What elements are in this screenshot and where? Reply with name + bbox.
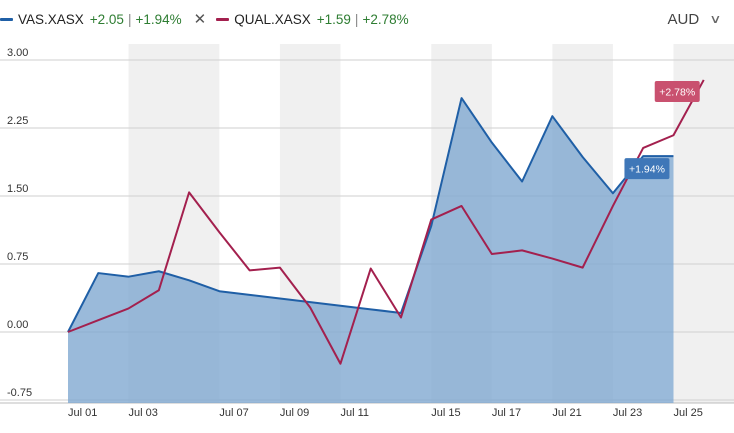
end-value-tag: +1.94% xyxy=(624,158,670,180)
legend-swatch-vas xyxy=(0,17,13,21)
y-tick-label: 0.75 xyxy=(7,251,28,263)
close-icon[interactable]: ✕ xyxy=(193,11,207,28)
end-value-tag-label: +1.94% xyxy=(629,164,665,176)
x-tick-label: Jul 25 xyxy=(673,407,702,419)
y-tick-label: 3.00 xyxy=(7,47,28,59)
legend-separator: | xyxy=(354,11,359,27)
legend-separator: | xyxy=(127,11,132,27)
end-value-tag-box xyxy=(654,80,700,102)
x-tick-label: Jul 11 xyxy=(340,407,369,419)
series-line-vas xyxy=(67,97,674,333)
x-tick-label: Jul 15 xyxy=(431,407,460,419)
currency-label: AUD xyxy=(667,10,700,28)
y-tick-label: 2.25 xyxy=(7,115,28,127)
series-line-qual xyxy=(67,79,705,365)
legend-change-pct-qual: +2.78% xyxy=(362,11,409,27)
x-tick-label: Jul 21 xyxy=(552,407,581,419)
x-tick-label: Jul 03 xyxy=(129,407,158,419)
x-tick-label: Jul 09 xyxy=(280,407,309,419)
background-band xyxy=(673,44,734,403)
series-area-vas xyxy=(68,98,674,403)
legend-ticker-qual: QUAL.XASX xyxy=(234,11,311,27)
x-tick-label: Jul 17 xyxy=(492,407,521,419)
chevron-down-icon: ∨ xyxy=(709,12,722,26)
y-tick-label: -0.75 xyxy=(7,387,32,399)
legend-change-pct-vas: +1.94% xyxy=(135,11,182,27)
legend-item-qual[interactable]: QUAL.XASX +1.59 | +2.78% xyxy=(216,11,409,27)
chart-legend: VAS.XASX +2.05 | +1.94% ✕ QUAL.XASX +1.5… xyxy=(0,6,409,32)
y-tick-label: 0.00 xyxy=(7,319,28,331)
legend-change-abs-vas: +2.05 xyxy=(89,11,124,27)
x-tick-label: Jul 23 xyxy=(613,407,642,419)
end-value-tag-label: +2.78% xyxy=(659,86,695,98)
legend-item-vas[interactable]: VAS.XASX +2.05 | +1.94% xyxy=(0,12,182,27)
x-tick-label: Jul 01 xyxy=(68,407,97,419)
y-tick-label: 1.50 xyxy=(7,183,28,195)
legend-ticker-vas: VAS.XASX xyxy=(18,11,84,27)
legend-change-abs-qual: +1.59 xyxy=(316,11,351,27)
end-value-tag: +2.78% xyxy=(654,80,700,102)
legend-swatch-qual xyxy=(216,17,230,21)
end-value-tag-box xyxy=(624,158,670,180)
currency-selector[interactable]: AUD ∨ xyxy=(667,6,722,32)
x-tick-label: Jul 07 xyxy=(219,407,248,419)
